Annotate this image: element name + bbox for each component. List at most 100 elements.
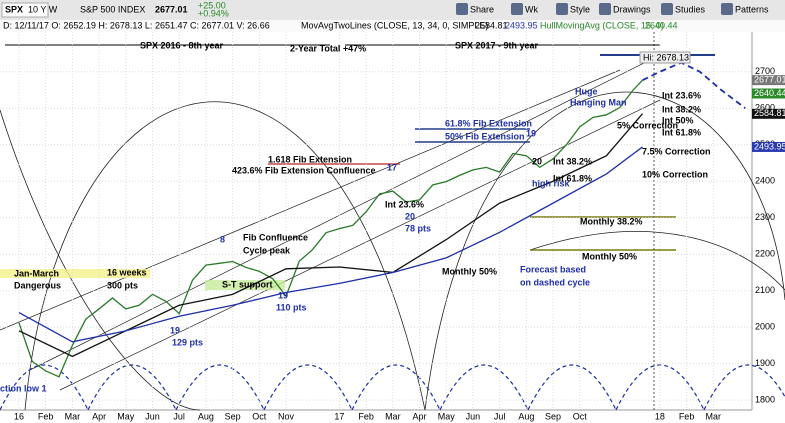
annotation: Huge [575, 86, 598, 96]
price-line [18, 146, 643, 343]
annotation: 300 pts [107, 280, 138, 290]
highlight-zone [0, 269, 150, 278]
instrument-name: S&P 500 INDEX [80, 4, 145, 14]
annotation: Int 38.2% [553, 156, 592, 166]
annotation: S-T support [222, 279, 273, 289]
x-tick-label: Jun [145, 411, 160, 421]
toolbar-button-label[interactable]: Patterns [735, 4, 769, 14]
annotation: Int 61.8% [553, 173, 592, 183]
study1-value: 2584.81 [475, 20, 508, 30]
cycle-arc [529, 231, 785, 291]
hi-box [639, 51, 691, 64]
cycle-arcs [0, 91, 785, 411]
y-tick-label: 2000 [755, 322, 775, 332]
toolbar-button-label[interactable]: Style [570, 4, 590, 14]
toolbar-button[interactable] [661, 3, 673, 15]
x-tick-label: Aug [198, 411, 214, 421]
y-tick-label: 2700 [755, 66, 775, 76]
change: +25.00 [198, 0, 226, 10]
toolbar-button[interactable] [556, 3, 568, 15]
toolbar-button[interactable] [456, 3, 468, 15]
annotation: 20 [532, 156, 542, 166]
price-tag [752, 88, 785, 99]
annotation: Monthly 50% [582, 251, 637, 261]
annotation: 423.6% Fib Extension Confluence [232, 165, 376, 175]
x-tick-label: Nov [278, 411, 295, 421]
legend-bar [0, 20, 785, 32]
annotation: Forecast based [520, 264, 586, 274]
annotation: Int 23.6% [385, 199, 424, 209]
price-tag [752, 75, 785, 86]
y-tick-label: 2600 [755, 103, 775, 113]
cycle-arc [24, 101, 426, 411]
x-tick-label: Feb [358, 411, 374, 421]
annotation: Monthly 50% [442, 266, 497, 276]
price-tag [752, 141, 785, 152]
toolbar-button-label[interactable]: Drawings [613, 4, 651, 14]
x-tick-label: Mar [65, 411, 81, 421]
annotation: 5% Correction [617, 120, 678, 130]
x-tick-label: Aug [518, 411, 534, 421]
annotation: 110 pts [276, 302, 307, 312]
y-tick-label: 1900 [755, 358, 775, 368]
period[interactable]: 10 Y W [28, 4, 58, 14]
x-tick-label: Mar [385, 411, 401, 421]
hi-label: Hi: 2678.13 [643, 52, 689, 62]
x-tick-label: May [438, 411, 456, 421]
change-pct: +0.94% [198, 8, 229, 18]
price-line [642, 61, 746, 109]
annotation: Int 61.8% [662, 127, 701, 137]
price-tag [752, 108, 785, 119]
symbol: SPX [5, 4, 23, 14]
x-tick-label: Apr [92, 411, 106, 421]
toolbar-button[interactable] [721, 3, 733, 15]
toolbar-items: SPX 10 Y W S&P 500 INDEX 2677.01 +25.00 … [1, 0, 229, 18]
y-tick-label: 2400 [755, 176, 775, 186]
cycle-arc [424, 91, 785, 411]
annotation: Cycle peak [243, 245, 291, 255]
annotation: 19 [170, 325, 180, 335]
annotation: 10% Correction [642, 169, 708, 179]
y-tick-label: 1800 [755, 395, 775, 405]
annotation: Int 50% [662, 115, 694, 125]
x-tick-label: Feb [38, 411, 54, 421]
study1: MovAvgTwoLines (CLOSE, 13, 34, 0, SIMPLE… [301, 20, 488, 30]
annotation: Monthly 38.2% [580, 216, 643, 226]
annotation: 2-Year Total +47% [290, 43, 366, 53]
annotation: 17 [387, 162, 397, 172]
ohlc: D: 12/11/17 O: 2652.19 H: 2678.13 L: 265… [3, 20, 270, 30]
annotation: 7.5% Correction [642, 146, 711, 156]
toolbar-button-label[interactable]: Studies [675, 4, 706, 14]
annotation: ction low 1 [0, 383, 47, 393]
price-tag-label: 2677.01 [754, 75, 785, 85]
toolbar-button-label[interactable]: Wk [525, 4, 538, 14]
annotation: 19 [526, 128, 536, 138]
annotation: Int 23.6% [662, 90, 701, 100]
annotation: 16 weeks [107, 267, 147, 277]
annotation: 19 [278, 290, 288, 300]
annotation: Int 38.2% [662, 104, 701, 114]
toolbar-button[interactable] [511, 3, 523, 15]
annotation: Dangerous [14, 280, 61, 290]
toolbar-button[interactable] [599, 3, 611, 15]
toolbar-button-label[interactable]: Share [470, 4, 494, 14]
channel-lines [0, 59, 661, 391]
cycle-arc [0, 109, 201, 411]
x-tick-label: Jul [494, 411, 506, 421]
x-tick-label: 16 [14, 411, 24, 421]
annotation: 1.618 Fib Extension [268, 154, 352, 164]
x-tick-label: Mar [706, 411, 722, 421]
study1-value: 2493.95 [505, 20, 538, 30]
price-tag-label: 2493.95 [754, 141, 785, 151]
x-tick-label: Jul [173, 411, 185, 421]
price-line [18, 113, 644, 358]
price-tag-label: 2640.44 [754, 88, 785, 98]
x-tick-label: Oct [252, 411, 267, 421]
study2: HullMovingAvg (CLOSE, 15, 0) [540, 20, 664, 30]
x-tick-label: Jun [466, 411, 481, 421]
study2-value: 2640.44 [645, 20, 678, 30]
annotation: 78 pts [405, 223, 431, 233]
symbol-box [1, 2, 49, 18]
annotation: SPX 2016 - 8th year [140, 40, 224, 50]
